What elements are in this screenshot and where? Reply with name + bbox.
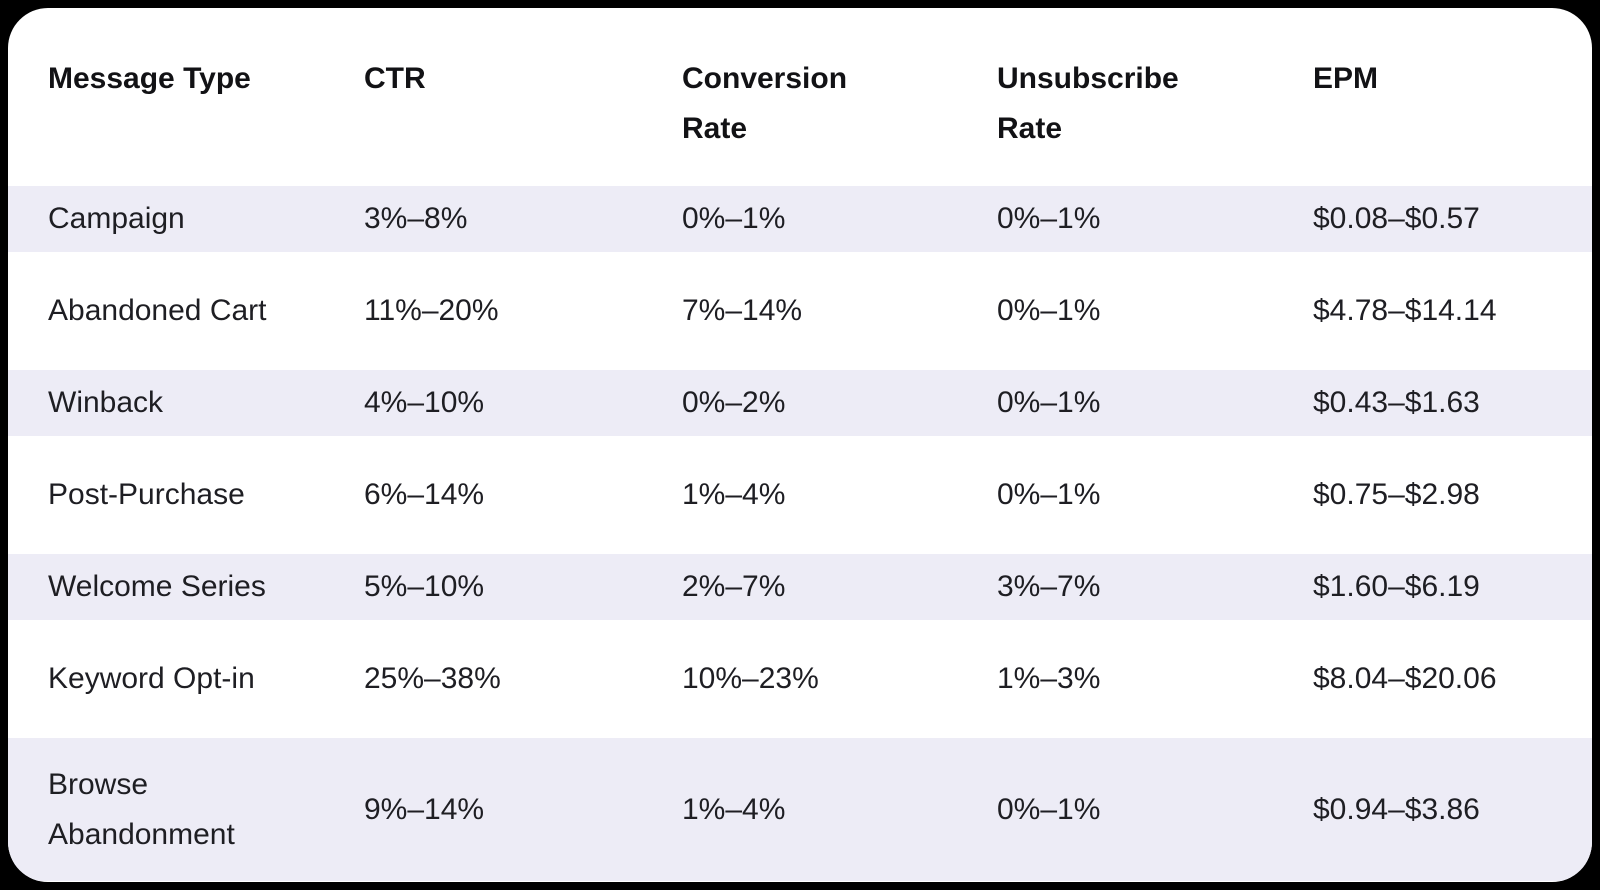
- cell-unsubscribe-rate: 0%–1%: [997, 294, 1101, 327]
- cell-ctr: 25%–38%: [364, 662, 501, 695]
- cell-message-type: Keyword Opt-in: [48, 662, 255, 695]
- cell-ctr: 5%–10%: [364, 570, 485, 603]
- cell-conversion-rate: 1%–4%: [682, 792, 786, 826]
- column-header-message-type: Message Type: [48, 62, 251, 95]
- cell-message-type: Abandoned Cart: [48, 294, 267, 327]
- column-header-unsubscribe-rate: Unsubscribe Rate: [997, 62, 1179, 145]
- cell-epm: $8.04–$20.06: [1313, 662, 1497, 695]
- cell-ctr: 4%–10%: [364, 386, 485, 419]
- cell-message-type: Browse Abandonment: [48, 767, 235, 851]
- cell-message-type: Campaign: [48, 202, 185, 235]
- cell-conversion-rate: 0%–2%: [682, 386, 786, 419]
- cell-ctr: 11%–20%: [364, 294, 499, 327]
- cell-ctr: 6%–14%: [364, 478, 485, 511]
- cell-epm: $0.08–$0.57: [1313, 202, 1480, 235]
- table-row: Browse Abandonment 9%–14% 1%–4% 0%–1% $0…: [8, 738, 1592, 881]
- cell-unsubscribe-rate: 0%–1%: [997, 792, 1101, 826]
- cell-unsubscribe-rate: 0%–1%: [997, 386, 1101, 419]
- cell-unsubscribe-rate: 0%–1%: [997, 202, 1101, 235]
- cell-conversion-rate: 10%–23%: [682, 662, 819, 695]
- table-row: Welcome Series 5%–10% 2%–7% 3%–7% $1.60–…: [8, 554, 1592, 620]
- cell-epm: $1.60–$6.19: [1313, 570, 1480, 603]
- column-header-ctr: CTR: [364, 62, 426, 95]
- cell-ctr: 9%–14%: [364, 792, 485, 826]
- table-header: Message Type CTR Conversion Rate Unsubsc…: [8, 8, 1592, 186]
- cell-message-type: Winback: [48, 386, 164, 419]
- cell-unsubscribe-rate: 1%–3%: [997, 662, 1101, 695]
- column-header-conversion-rate: Conversion Rate: [682, 62, 848, 145]
- table-row: Post-Purchase 6%–14% 1%–4% 0%–1% $0.75–$…: [8, 462, 1592, 528]
- metrics-table-card: Message Type CTR Conversion Rate Unsubsc…: [8, 8, 1592, 882]
- cell-epm: $4.78–$14.14: [1313, 294, 1497, 327]
- cell-unsubscribe-rate: 3%–7%: [997, 570, 1101, 603]
- table-row: Abandoned Cart 11%–20% 7%–14% 0%–1% $4.7…: [8, 278, 1592, 344]
- table-row: Keyword Opt-in 25%–38% 10%–23% 1%–3% $8.…: [8, 646, 1592, 712]
- cell-conversion-rate: 1%–4%: [682, 478, 786, 511]
- cell-unsubscribe-rate: 0%–1%: [997, 478, 1101, 511]
- table-row: Winback 4%–10% 0%–2% 0%–1% $0.43–$1.63: [8, 370, 1592, 436]
- cell-conversion-rate: 0%–1%: [682, 202, 786, 235]
- column-header-epm: EPM: [1313, 62, 1379, 95]
- cell-epm: $0.43–$1.63: [1313, 386, 1480, 419]
- cell-message-type: Welcome Series: [48, 570, 266, 603]
- cell-message-type: Post-Purchase: [48, 478, 245, 511]
- cell-epm: $0.75–$2.98: [1313, 478, 1480, 511]
- cell-conversion-rate: 7%–14%: [682, 294, 803, 327]
- cell-conversion-rate: 2%–7%: [682, 570, 786, 603]
- table-row: Campaign 3%–8% 0%–1% 0%–1% $0.08–$0.57: [8, 186, 1592, 252]
- cell-epm: $0.94–$3.86: [1313, 792, 1480, 826]
- cell-ctr: 3%–8%: [364, 202, 468, 235]
